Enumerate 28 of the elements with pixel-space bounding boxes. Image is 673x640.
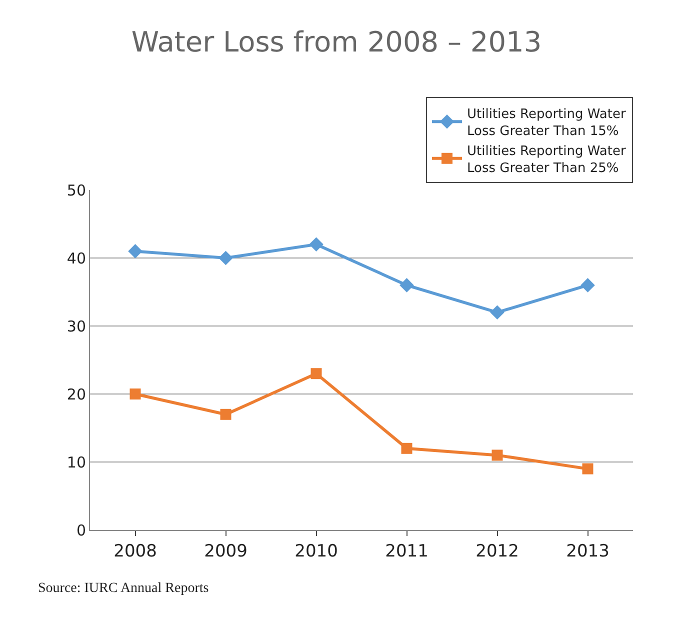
- point: [130, 388, 141, 400]
- y-tick-label: 10: [66, 453, 86, 472]
- source-note: Source: IURC Annual Reports: [38, 581, 209, 596]
- y-tick-label: 20: [66, 385, 86, 404]
- point: [400, 278, 414, 292]
- x-tick-label: 2008: [114, 541, 157, 562]
- y-tick-label: 0: [76, 521, 86, 540]
- point: [309, 237, 324, 252]
- point: [128, 244, 142, 258]
- point: [490, 305, 504, 320]
- legend-label: Utilities Reporting Water Loss Greater Than 25%: [467, 144, 626, 176]
- point: [220, 408, 232, 420]
- y-tick-label: 30: [66, 317, 86, 336]
- y-tick-label: 50: [66, 181, 86, 200]
- x-tick-label: 2010: [294, 541, 338, 562]
- legend-label: Utilities Reporting Water Loss Greater Than 15%: [467, 107, 626, 140]
- x-tick-label: 2011: [385, 541, 428, 562]
- point: [218, 250, 233, 266]
- x-tick-label: 2013: [566, 541, 610, 562]
- point: [492, 450, 503, 461]
- point: [401, 442, 412, 454]
- x-tick-label: 2012: [476, 541, 519, 562]
- point: [580, 278, 595, 292]
- x-tick-label: 2009: [204, 541, 248, 562]
- y-tick-label: 40: [66, 249, 86, 268]
- chart-title: Water Loss from 2008 – 2013: [131, 26, 542, 59]
- point: [310, 368, 322, 380]
- point: [582, 463, 594, 474]
